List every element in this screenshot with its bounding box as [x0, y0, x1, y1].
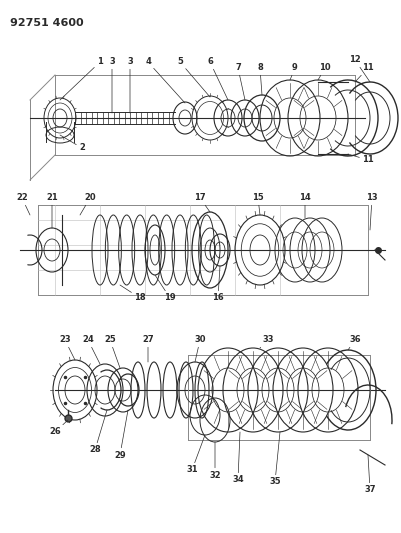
Text: 14: 14 — [299, 193, 311, 218]
Text: 13: 13 — [366, 193, 378, 230]
Text: 28: 28 — [89, 410, 107, 455]
Text: 11: 11 — [348, 154, 374, 165]
Text: 7: 7 — [235, 63, 245, 100]
Text: 37: 37 — [364, 455, 376, 495]
Text: 36: 36 — [348, 335, 361, 350]
Text: 11: 11 — [355, 63, 374, 82]
Text: 92751 4600: 92751 4600 — [10, 18, 84, 28]
Text: 26: 26 — [49, 420, 68, 437]
Text: 27: 27 — [142, 335, 154, 362]
Text: 6: 6 — [207, 58, 228, 100]
Text: 32: 32 — [209, 442, 221, 480]
Text: 12: 12 — [349, 55, 370, 82]
Text: 18: 18 — [120, 285, 146, 303]
Text: 15: 15 — [252, 193, 264, 215]
Text: 8: 8 — [257, 63, 263, 95]
Text: 1: 1 — [60, 58, 103, 100]
Text: 30: 30 — [194, 335, 206, 362]
Text: 34: 34 — [232, 432, 244, 484]
Text: 31: 31 — [186, 435, 205, 474]
Text: 24: 24 — [82, 335, 100, 364]
Text: 35: 35 — [269, 432, 281, 487]
Text: 33: 33 — [260, 335, 274, 348]
Text: 17: 17 — [194, 193, 210, 212]
Text: 5: 5 — [177, 58, 210, 97]
Text: 20: 20 — [80, 193, 96, 215]
Text: 2: 2 — [60, 135, 85, 152]
Text: 29: 29 — [114, 410, 128, 459]
Text: 23: 23 — [59, 335, 75, 360]
Text: 4: 4 — [145, 58, 185, 103]
Text: 9: 9 — [290, 63, 298, 80]
Text: 25: 25 — [104, 335, 120, 368]
Text: 22: 22 — [16, 193, 30, 215]
Text: 10: 10 — [318, 63, 331, 80]
Text: 3: 3 — [127, 58, 133, 113]
Text: 16: 16 — [212, 266, 224, 303]
Text: 21: 21 — [46, 193, 58, 228]
Text: 3: 3 — [109, 58, 115, 113]
Text: 19: 19 — [155, 275, 176, 303]
